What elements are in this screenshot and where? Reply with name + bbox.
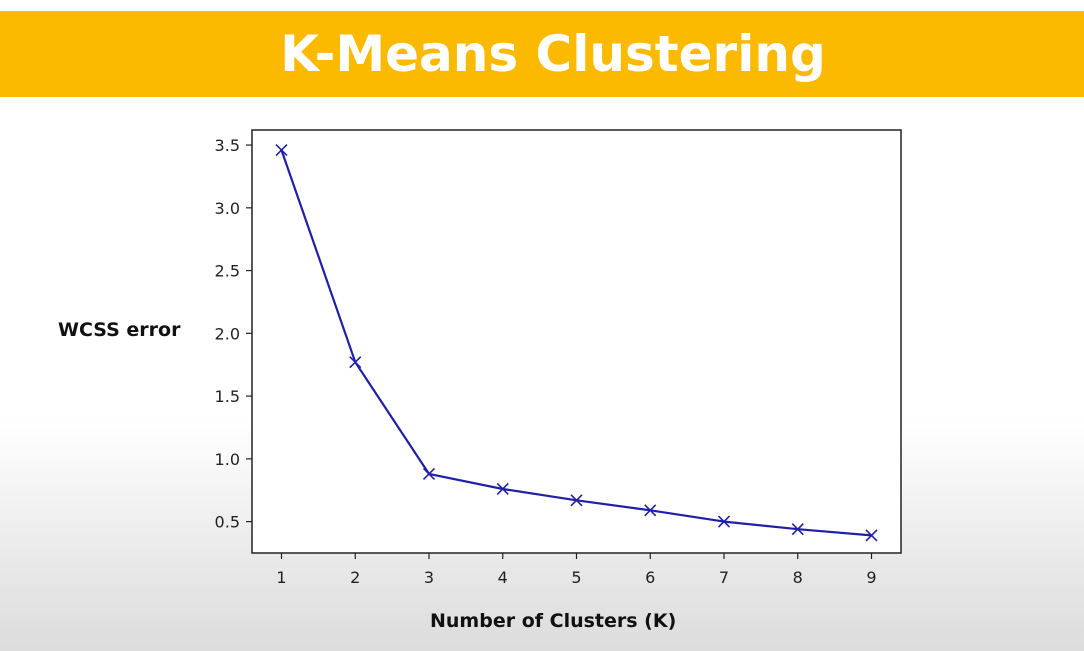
y-axis-ticks: 0.5 1.0 1.5 2.0 2.5 3.0 3.5 xyxy=(215,136,252,532)
x-tick-label: 8 xyxy=(793,568,803,587)
x-tick-label: 9 xyxy=(866,568,876,587)
x-tick-label: 4 xyxy=(498,568,508,587)
x-tick-label: 1 xyxy=(276,568,286,587)
y-tick-label: 1.5 xyxy=(215,387,240,406)
data-point-marker xyxy=(791,523,804,536)
x-axis-label: Number of Clusters (K) xyxy=(430,610,677,632)
data-point-marker xyxy=(717,515,731,528)
data-point-marker xyxy=(865,529,878,542)
data-point-marker xyxy=(496,482,509,496)
y-tick-label: 3.5 xyxy=(215,136,240,155)
data-point-marker xyxy=(644,504,657,517)
series-wcss xyxy=(275,144,878,542)
data-point-marker xyxy=(275,144,288,157)
x-axis-ticks: 1 2 3 4 5 6 7 8 9 xyxy=(276,553,877,587)
data-point-marker xyxy=(349,356,362,369)
page-title: K-Means Clustering xyxy=(280,25,826,83)
y-tick-label: 1.0 xyxy=(215,450,240,469)
x-tick-label: 2 xyxy=(350,568,360,587)
x-tick-label: 5 xyxy=(571,568,581,587)
y-tick-label: 0.5 xyxy=(215,513,240,532)
data-point-marker xyxy=(422,467,436,480)
x-tick-label: 3 xyxy=(424,568,434,587)
y-tick-label: 2.5 xyxy=(215,262,240,281)
title-banner: K-Means Clustering xyxy=(0,11,1084,97)
x-tick-label: 7 xyxy=(719,568,729,587)
top-margin-strip xyxy=(0,0,1084,11)
plot-frame xyxy=(251,129,902,554)
y-tick-label: 2.0 xyxy=(215,324,240,343)
data-point-marker xyxy=(570,494,583,507)
x-tick-label: 6 xyxy=(645,568,655,587)
y-axis-label: WCSS error xyxy=(58,319,181,341)
y-tick-label: 3.0 xyxy=(215,199,240,218)
